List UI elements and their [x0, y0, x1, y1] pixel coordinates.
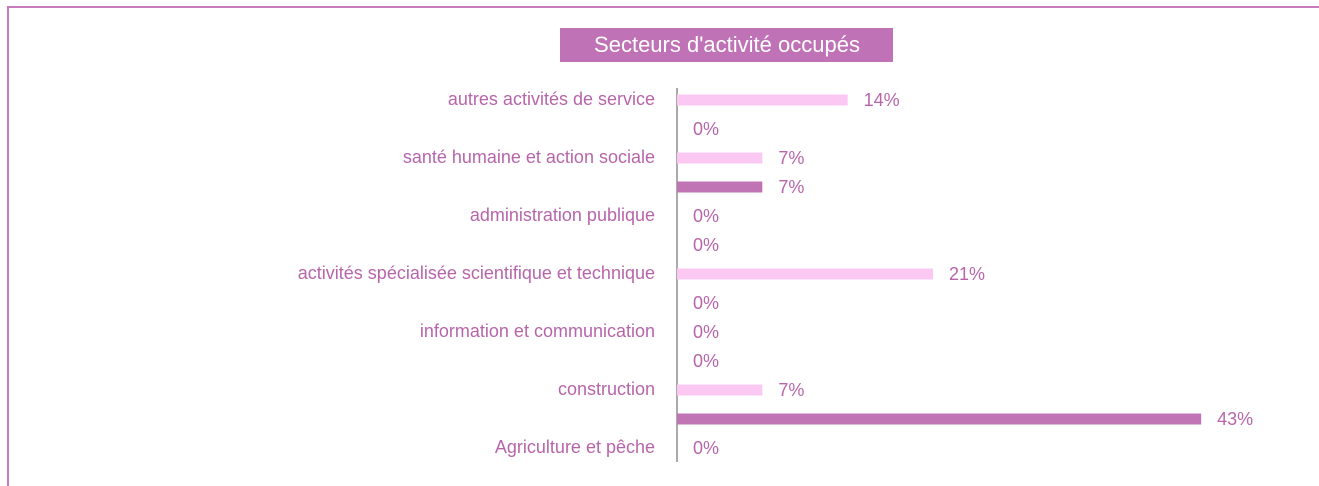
bar — [677, 413, 1202, 425]
value-label: 0% — [693, 351, 719, 371]
value-label: 0% — [693, 438, 719, 458]
value-label: 7% — [778, 148, 804, 168]
y-tick-label: administration publique — [470, 205, 655, 225]
value-label: 14% — [864, 90, 900, 110]
chart-title: Secteurs d'activité occupés — [594, 32, 860, 57]
value-label: 0% — [693, 119, 719, 139]
value-label: 7% — [778, 177, 804, 197]
frame — [7, 6, 1319, 486]
value-label: 0% — [693, 235, 719, 255]
bar — [677, 181, 763, 193]
y-tick-label: autres activités de service — [448, 89, 655, 109]
y-tick-label: information et communication — [420, 321, 655, 341]
value-label: 0% — [693, 293, 719, 313]
value-label: 43% — [1217, 409, 1253, 429]
y-tick-label: activités spécialisée scientifique et te… — [298, 263, 655, 283]
y-tick-label: construction — [558, 379, 655, 399]
y-tick-label: santé humaine et action sociale — [403, 147, 655, 167]
bar — [677, 384, 763, 396]
value-label: 7% — [778, 380, 804, 400]
value-label: 0% — [693, 206, 719, 226]
value-label: 21% — [949, 264, 985, 284]
title-box — [560, 28, 893, 62]
bar — [677, 152, 763, 164]
value-label: 0% — [693, 322, 719, 342]
y-tick-label: Agriculture et pêche — [495, 437, 655, 457]
bar — [677, 94, 848, 106]
bar — [677, 268, 933, 280]
